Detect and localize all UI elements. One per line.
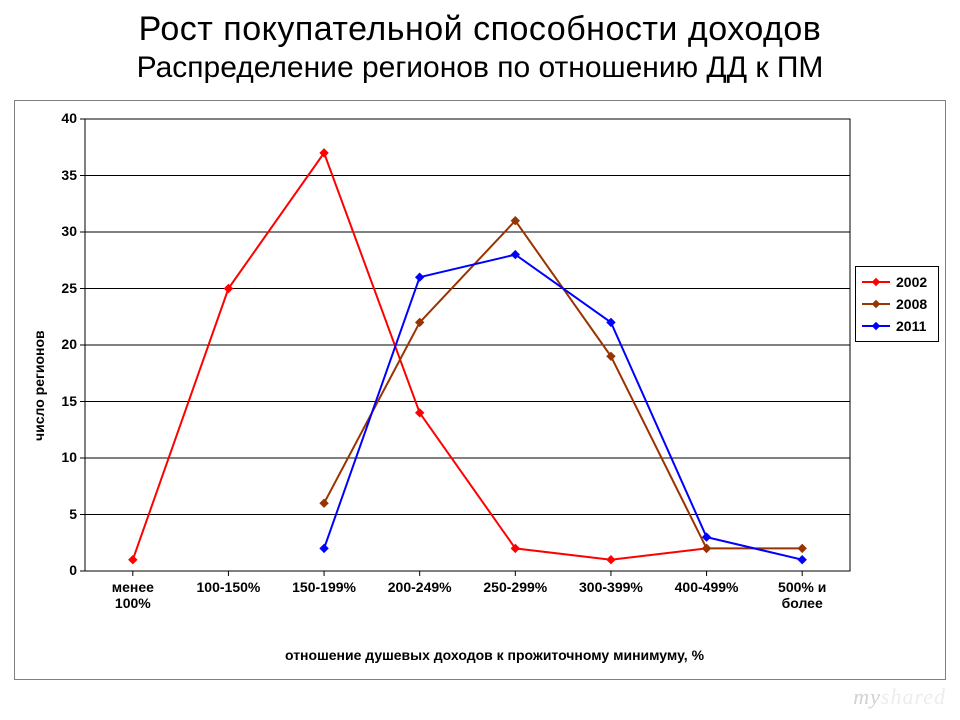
legend-item: 2008 bbox=[862, 293, 932, 315]
y-tick-label: 35 bbox=[47, 167, 77, 183]
watermark-my: my bbox=[853, 684, 881, 709]
x-tick-label: 400-499% bbox=[659, 579, 755, 595]
legend-item: 2002 bbox=[862, 271, 932, 293]
y-axis-title: число регионов bbox=[31, 330, 47, 441]
y-tick-label: 30 bbox=[47, 223, 77, 239]
legend-swatch bbox=[862, 320, 890, 332]
legend-label: 2008 bbox=[896, 296, 927, 312]
x-tick-label: менее100% bbox=[85, 579, 181, 611]
x-tick-label: 300-399% bbox=[563, 579, 659, 595]
y-tick-label: 20 bbox=[47, 336, 77, 352]
x-tick-label: 250-299% bbox=[467, 579, 563, 595]
legend-label: 2011 bbox=[896, 318, 926, 334]
y-tick-label: 0 bbox=[47, 562, 77, 578]
legend-swatch bbox=[862, 276, 890, 288]
legend-swatch bbox=[862, 298, 890, 310]
legend-label: 2002 bbox=[896, 274, 927, 290]
y-tick-label: 5 bbox=[47, 506, 77, 522]
x-axis-title: отношение душевых доходов к прожиточному… bbox=[285, 647, 704, 663]
x-tick-label: 200-249% bbox=[372, 579, 468, 595]
watermark-shared: shared bbox=[881, 684, 946, 709]
legend: 2002 2008 2011 bbox=[855, 266, 939, 342]
legend-item: 2011 bbox=[862, 315, 932, 337]
chart-title-line2: Распределение регионов по отношению ДД к… bbox=[0, 51, 960, 85]
chart-container: число регионов отношение душевых доходов… bbox=[14, 100, 946, 680]
watermark: myshared bbox=[853, 684, 946, 710]
x-tick-label: 500% иболее bbox=[754, 579, 850, 611]
chart-title-block: Рост покупательной способности доходов Р… bbox=[0, 10, 960, 85]
y-tick-label: 40 bbox=[47, 110, 77, 126]
x-tick-label: 150-199% bbox=[276, 579, 372, 595]
chart-title-line1: Рост покупательной способности доходов bbox=[0, 10, 960, 49]
y-tick-label: 15 bbox=[47, 393, 77, 409]
y-tick-label: 10 bbox=[47, 449, 77, 465]
y-tick-label: 25 bbox=[47, 280, 77, 296]
x-tick-label: 100-150% bbox=[180, 579, 276, 595]
